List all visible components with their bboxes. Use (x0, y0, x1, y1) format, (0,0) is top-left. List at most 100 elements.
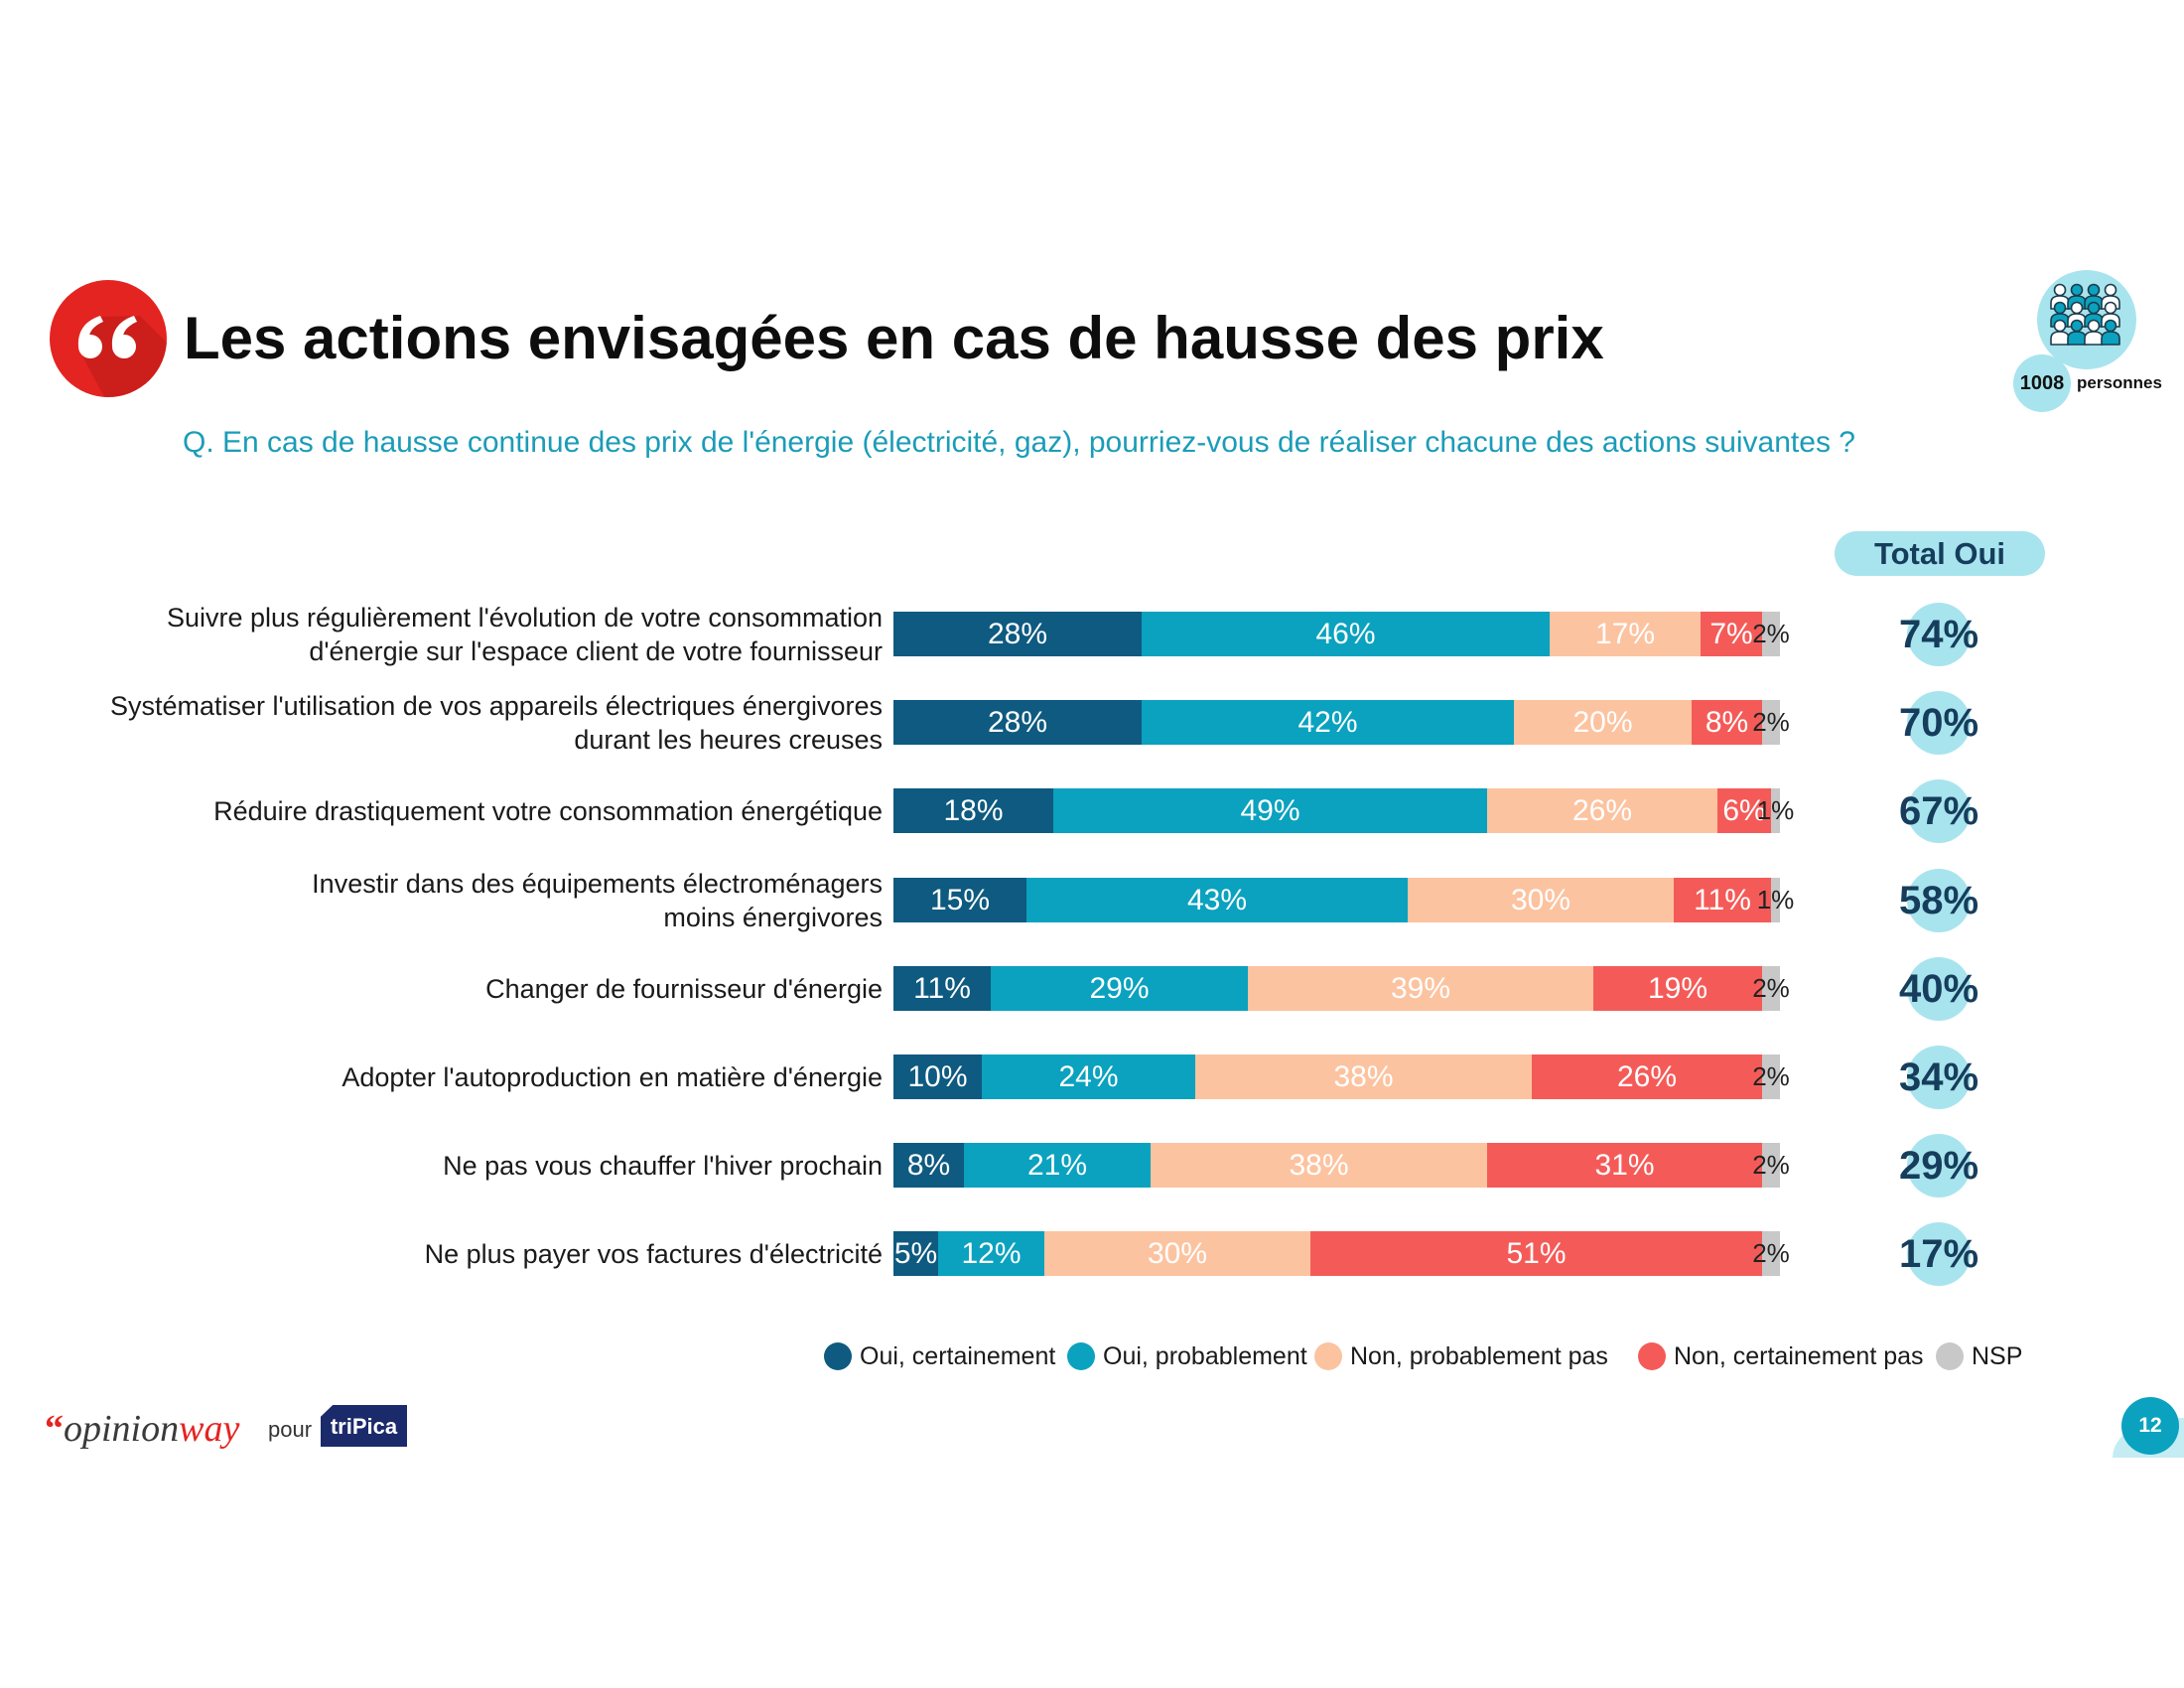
total-oui-header: Total Oui (1835, 531, 2045, 576)
legend-swatch (1638, 1342, 1666, 1370)
bar-segment-nsp (1771, 878, 1780, 922)
total-oui-circle (1907, 1045, 1971, 1109)
bar-value-label: 2% (1752, 1238, 1790, 1268)
bar-value-label: 26% (1571, 794, 1633, 827)
bar-segment-oui-certainement (893, 612, 1142, 656)
total-oui-value: 29% (1898, 1143, 1979, 1188)
bar-value-label: 19% (1647, 972, 1708, 1005)
bar-segment-oui-probablement (964, 1143, 1151, 1188)
legend-item-non-probablement-pas: Non, probablement pas (1314, 1342, 1608, 1370)
bar-value-label: 7% (1709, 618, 1753, 650)
category-label: Investir dans des équipements électromén… (312, 868, 883, 932)
question-text: Q. En cas de hausse continue des prix de… (183, 426, 1855, 459)
bar-value-label: 2% (1752, 973, 1790, 1003)
bar-value-label: 12% (961, 1237, 1022, 1270)
bar-value-label: 8% (906, 1149, 951, 1182)
bar-segment-non-probablement-pas (1408, 878, 1674, 922)
legend-swatch (1936, 1342, 1964, 1370)
category-label: Systématiser l'utilisation de vos appare… (109, 690, 883, 755)
bar-value-label: 2% (1752, 1061, 1790, 1091)
bar-segment-oui-certainement (893, 1143, 964, 1188)
bar-value-label: 10% (907, 1060, 968, 1093)
total-oui-value: 40% (1898, 966, 1979, 1011)
bar-segment-non-probablement-pas (1248, 966, 1593, 1011)
bar-value-label: 42% (1297, 706, 1358, 739)
bar-segment-non-certainement-pas (1692, 700, 1762, 745)
bar-value-label: 51% (1506, 1237, 1567, 1270)
bar-value-label: 49% (1240, 794, 1300, 827)
bar-value-label: 15% (929, 884, 991, 916)
legend-label: Non, certainement pas (1674, 1341, 1924, 1370)
bar-segment-oui-certainement (893, 1055, 982, 1099)
bar-segment-oui-probablement (938, 1231, 1044, 1276)
legend-item-oui-probablement: Oui, probablement (1067, 1342, 1307, 1370)
bar-segment-non-probablement-pas (1195, 1055, 1532, 1099)
bar-value-label: 30% (1147, 1237, 1208, 1270)
total-oui-circle (1907, 602, 1971, 666)
bar-value-label: 26% (1616, 1060, 1678, 1093)
legend-item-oui-certainement: Oui, certainement (824, 1342, 1055, 1370)
total-oui-value: 34% (1898, 1055, 1979, 1099)
category-label: Réduire drastiquement votre consommation… (213, 795, 883, 826)
legend-label: Oui, certainement (860, 1341, 1056, 1370)
bar-value-label: 24% (1058, 1060, 1119, 1093)
page-number: 12 (2121, 1397, 2179, 1455)
bar-value-label: 11% (1694, 884, 1751, 916)
page-title: Les actions envisagées en cas de hausse … (184, 305, 1604, 371)
bar-segment-nsp (1762, 1055, 1780, 1099)
connector-text: pour (268, 1417, 313, 1442)
bar-segment-non-certainement-pas (1593, 966, 1762, 1011)
legend-label: NSP (1972, 1341, 2023, 1370)
bar-value-label: 2% (1752, 707, 1790, 737)
bar-segment-nsp (1762, 1231, 1780, 1276)
bar-segment-non-certainement-pas (1487, 1143, 1762, 1188)
bar-segment-oui-certainement (893, 878, 1026, 922)
total-oui-circle (1907, 956, 1971, 1021)
category-label: Changer de fournisseur d'énergie (485, 973, 883, 1004)
bar-segment-oui-probablement (982, 1055, 1195, 1099)
bar-segment-non-certainement-pas (1674, 878, 1771, 922)
brand-name-part1: opinion (64, 1408, 180, 1450)
bar-segment-non-probablement-pas (1151, 1143, 1487, 1188)
bar-value-label: 38% (1333, 1060, 1394, 1093)
legend-label: Oui, probablement (1103, 1341, 1307, 1370)
bar-segment-nsp (1762, 700, 1780, 745)
bar-value-label: 18% (943, 794, 1004, 827)
legend-swatch (1067, 1342, 1095, 1370)
sample-count-badge: 1008 (2013, 354, 2071, 412)
total-oui-value: 67% (1898, 788, 1979, 833)
category-label: Ne plus payer vos factures d'électricité (424, 1238, 883, 1269)
bar-segment-non-certainement-pas (1717, 788, 1771, 833)
tripica-logo: triPica (321, 1405, 407, 1447)
bar-value-label: 20% (1572, 706, 1633, 739)
bar-segment-oui-certainement (893, 966, 991, 1011)
bar-value-label: 21% (1026, 1149, 1088, 1182)
bar-segment-oui-certainement (893, 700, 1142, 745)
total-oui-value: 70% (1898, 700, 1979, 745)
bar-segment-oui-certainement (893, 1231, 938, 1276)
total-oui-value: 17% (1898, 1231, 1979, 1276)
total-oui-circle (1907, 778, 1971, 843)
bar-segment-oui-probablement (1026, 878, 1408, 922)
category-label: Suivre plus régulièrement l'évolution de… (166, 602, 883, 666)
bar-segment-oui-probablement (991, 966, 1248, 1011)
total-oui-circle (1907, 868, 1971, 932)
bar-segment-nsp (1762, 966, 1780, 1011)
bar-value-label: 30% (1510, 884, 1571, 916)
bar-value-label: 1% (1756, 795, 1795, 825)
quote-icon (50, 280, 167, 397)
bar-segment-nsp (1762, 612, 1780, 656)
bar-segment-non-certainement-pas (1532, 1055, 1762, 1099)
bar-value-label: 39% (1390, 972, 1451, 1005)
bar-segment-non-probablement-pas (1514, 700, 1692, 745)
bar-value-label: 2% (1752, 619, 1790, 648)
bar-value-label: 28% (987, 618, 1048, 650)
total-oui-value: 58% (1898, 878, 1979, 922)
bar-segment-oui-probablement (1142, 612, 1550, 656)
brand-quote-mark: “ (45, 1408, 64, 1450)
category-label: Adopter l'autoproduction en matière d'én… (341, 1061, 883, 1092)
opinionway-logo: “opinionway (45, 1407, 239, 1451)
bar-value-label: 8% (1705, 706, 1749, 739)
bar-value-label: 5% (893, 1237, 938, 1270)
